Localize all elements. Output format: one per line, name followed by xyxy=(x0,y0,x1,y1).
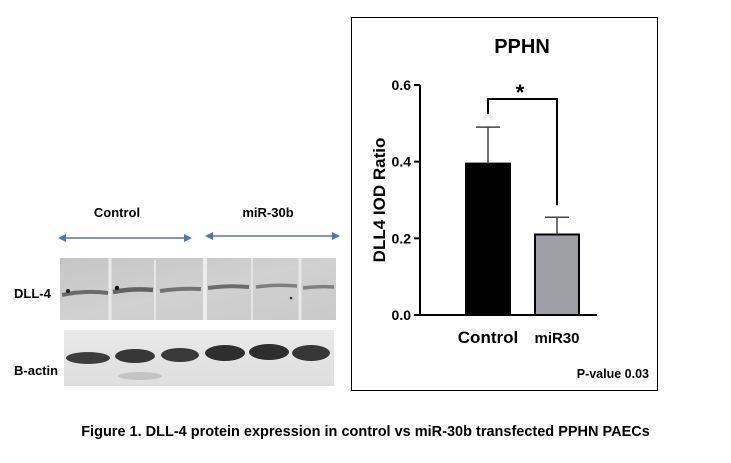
b-actin-blot-strip xyxy=(64,330,334,386)
y-tick-label: 0.0 xyxy=(392,307,412,323)
y-tick-label: 0.2 xyxy=(392,230,412,246)
y-tick-label: 0.4 xyxy=(392,154,412,170)
significance-bracket xyxy=(487,98,558,206)
western-blot-panel: Control miR-30b DLL-4 B-actin xyxy=(14,205,340,386)
x-tick-label: Control xyxy=(458,328,518,347)
bar-control xyxy=(465,162,511,316)
row-label-b-actin: B-actin xyxy=(14,363,58,378)
group-label-mir30b: miR-30b xyxy=(242,205,293,220)
chart-title: PPHN xyxy=(494,36,550,58)
bar-chart: PPHN DLL4 IOD Ratio 0.0 0.2 0.4 0.6 Control… xyxy=(370,36,649,381)
bar-chart-frame: PPHN DLL4 IOD Ratio 0.0 0.2 0.4 0.6 Control… xyxy=(351,17,658,391)
y-tick-label: 0.6 xyxy=(392,77,412,93)
figure-caption: Figure 1. DLL-4 protein expression in co… xyxy=(81,424,650,440)
p-value-annotation: P-value 0.03 xyxy=(577,367,649,381)
y-axis-label: DLL4 IOD Ratio xyxy=(370,138,389,263)
row-label-dll4: DLL-4 xyxy=(14,286,52,301)
dll4-blot-strip xyxy=(60,258,336,320)
significance-star: * xyxy=(516,80,525,105)
bar-mir30 xyxy=(534,233,580,316)
x-tick-label: miR30 xyxy=(534,330,579,347)
group-label-control: Control xyxy=(94,205,140,220)
